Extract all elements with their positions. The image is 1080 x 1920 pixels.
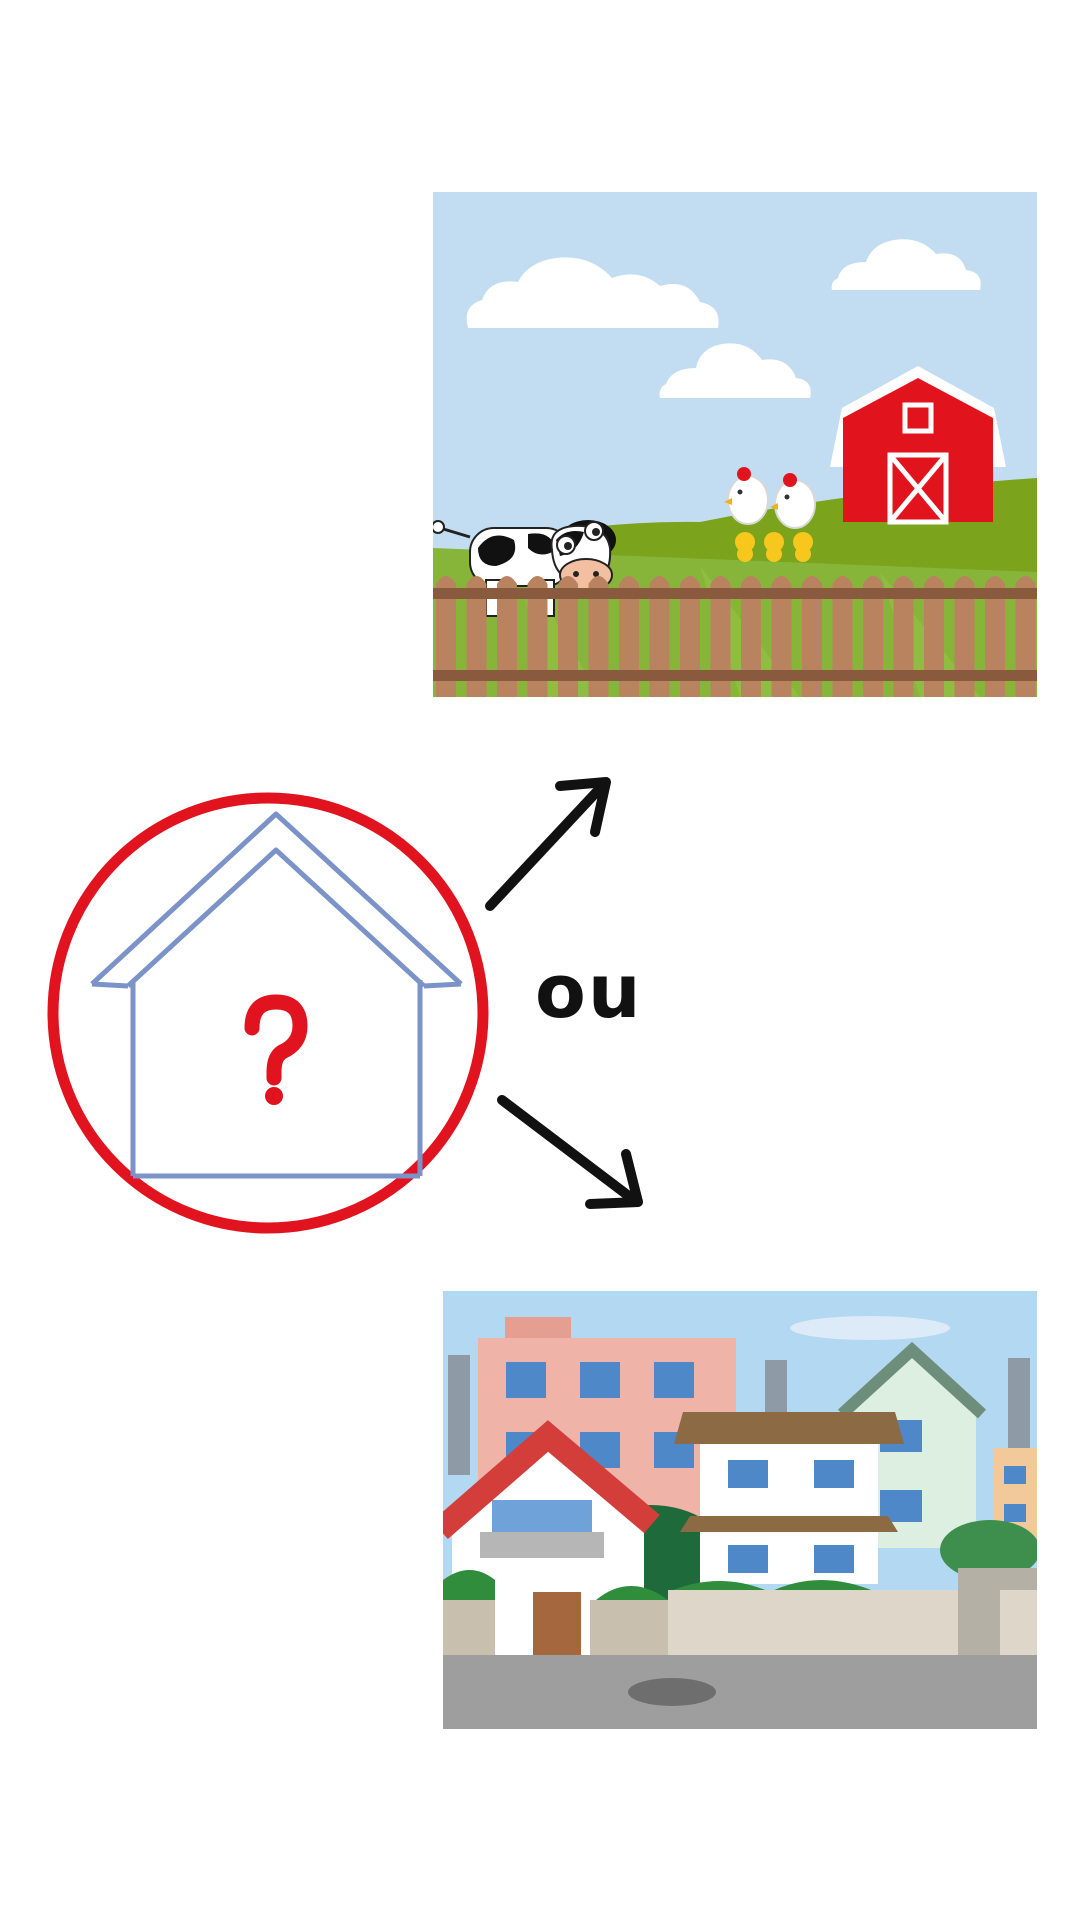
fence-picket bbox=[588, 576, 609, 697]
fence-picket bbox=[466, 576, 487, 697]
fence-picket bbox=[436, 576, 456, 697]
city-scene bbox=[443, 1291, 1037, 1729]
farm-scene bbox=[433, 192, 1037, 697]
red-circle bbox=[47, 792, 489, 1234]
fence-picket bbox=[832, 576, 853, 697]
brown-roof-house bbox=[674, 1412, 904, 1584]
fence-picket bbox=[619, 576, 639, 697]
farm-clouds bbox=[466, 239, 981, 398]
fence bbox=[433, 576, 1037, 697]
manhole bbox=[628, 1678, 716, 1706]
fence-picket bbox=[771, 576, 792, 697]
fence-picket bbox=[954, 576, 975, 697]
connector-text: ou bbox=[535, 949, 643, 1035]
arrow-up-right-icon bbox=[485, 777, 611, 911]
fence-picket bbox=[802, 576, 822, 697]
question-mark-icon bbox=[244, 994, 308, 1105]
fence-picket bbox=[558, 576, 578, 697]
road bbox=[443, 1655, 1037, 1729]
fence-picket bbox=[649, 576, 670, 697]
fence-picket bbox=[924, 576, 944, 697]
fence-picket bbox=[527, 576, 548, 697]
arrow-down-right-icon bbox=[497, 1095, 643, 1209]
chickens bbox=[724, 467, 816, 562]
stone-wall bbox=[668, 1590, 958, 1660]
barn bbox=[830, 366, 1006, 525]
fence-picket bbox=[1015, 576, 1036, 697]
fence-picket bbox=[893, 576, 914, 697]
house-question-icon bbox=[47, 792, 489, 1234]
fence-picket bbox=[497, 576, 517, 697]
fence-picket bbox=[741, 576, 761, 697]
fence-picket bbox=[710, 576, 731, 697]
house-outline bbox=[90, 811, 463, 1179]
fence-picket bbox=[680, 576, 700, 697]
fence-picket bbox=[863, 576, 883, 697]
fence-picket bbox=[985, 576, 1005, 697]
